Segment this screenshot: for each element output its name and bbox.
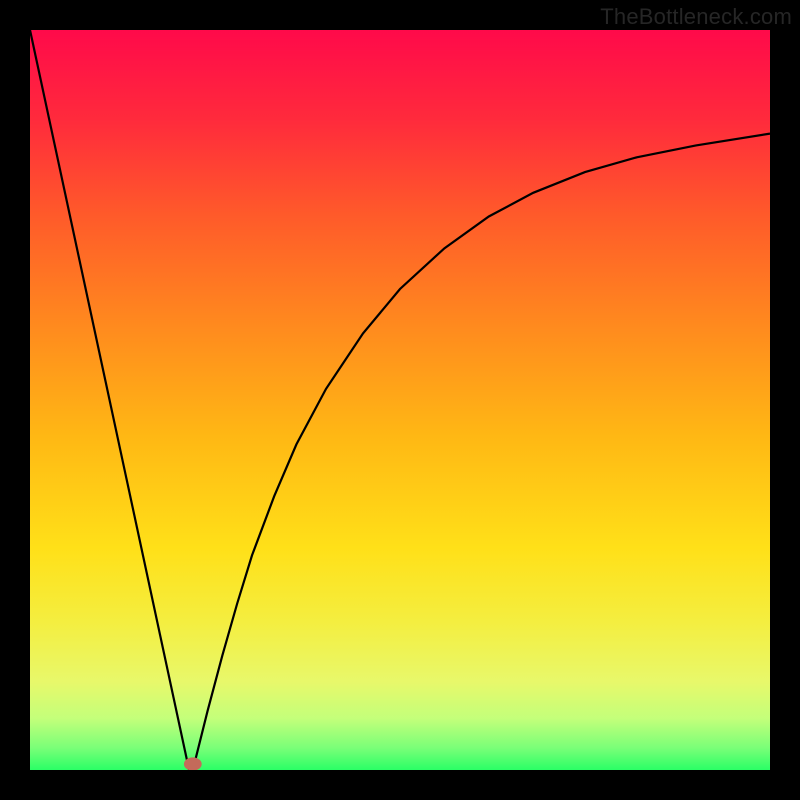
canvas: TheBottleneck.com <box>0 0 800 800</box>
curve-left-branch <box>30 30 189 770</box>
curve-right-branch <box>193 134 770 770</box>
watermark-text: TheBottleneck.com <box>600 4 792 30</box>
chart-svg <box>30 30 770 770</box>
plot-area <box>30 30 770 770</box>
